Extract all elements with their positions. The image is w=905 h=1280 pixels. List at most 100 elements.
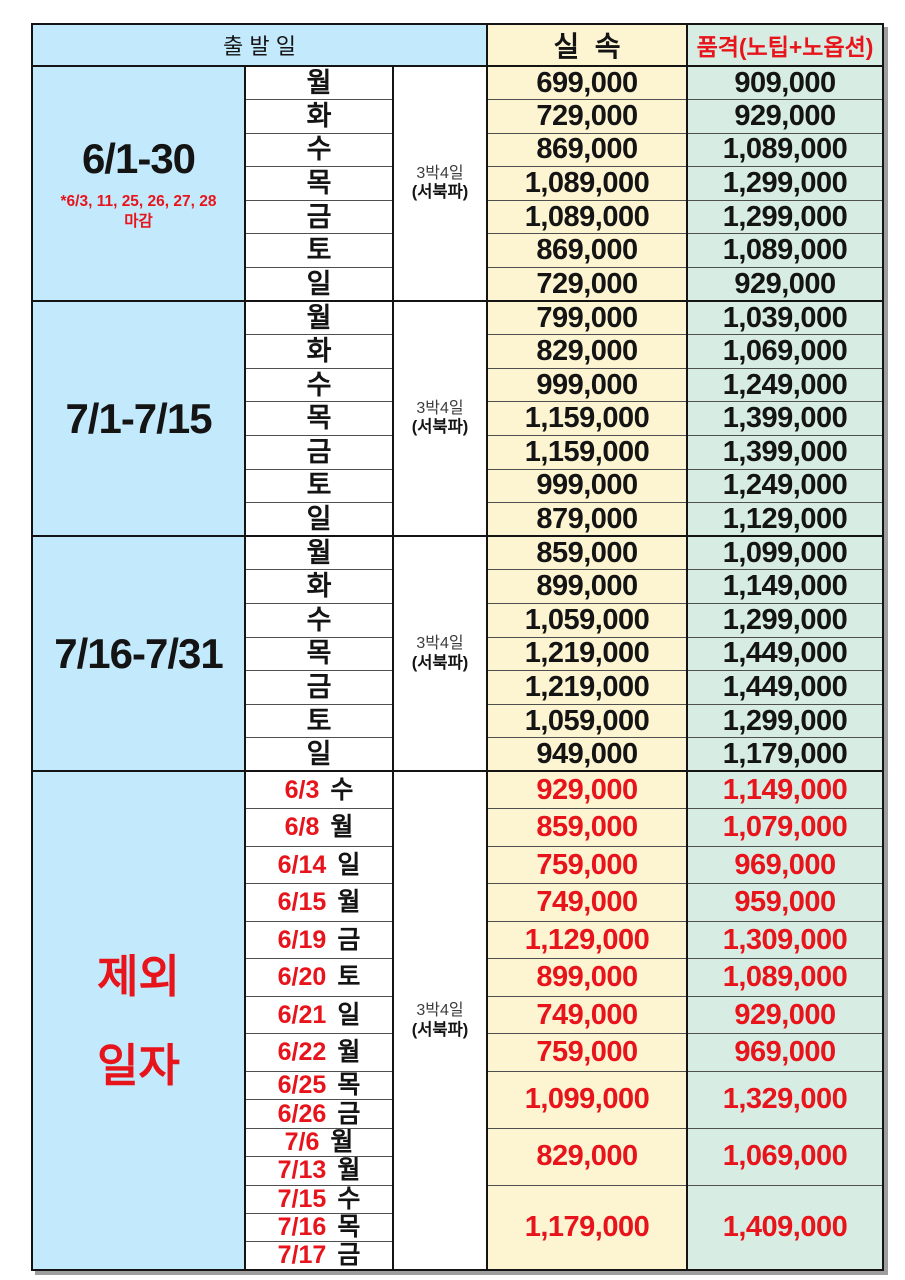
weekday-price-row: 화 829,000 1,069,000 [32,334,884,369]
weekday-price-row: 6/1-30 *6/3, 11, 25, 26, 27, 28 마감 월 3박4일 (서북… [31,64,884,302]
excluded-date: 6/25 [277,1071,327,1100]
premium-price-cell: 1,039,000 [686,300,884,336]
premium-price-cell: 1,409,000 [686,1184,884,1271]
weekday-cell: 화 [244,99,394,134]
excluded-date-row: 7/15 수 1,179,000 1,409,000 [32,1184,884,1271]
budget-price-cell: 829,000 [486,1127,688,1186]
duration-nights: 3박4일 [416,635,464,653]
budget-price-cell: 1,099,000 [486,1070,688,1129]
excluded-date: 6/20 [277,963,327,992]
weekday-price-row: 목 1,089,000 1,299,000 [32,166,884,201]
excluded-date: 7/16 [277,1213,327,1242]
premium-price-cell: 1,399,000 [686,435,884,470]
excluded-label-line2: 일자 [97,1039,180,1091]
excluded-date-row: 6/19 금 1,129,000 1,309,000 [32,920,884,960]
premium-price-cell: 929,000 [686,995,884,1035]
premium-price-cell: 1,249,000 [686,468,884,504]
period-cell-content: 6/1-30 *6/3, 11, 25, 26, 27, 28 마감 [34,135,243,231]
budget-price-cell: 759,000 [486,1033,688,1072]
premium-price-cell: 929,000 [686,267,884,302]
excluded-date-row: 7/17 금 [32,1241,883,1271]
excluded-date-row: 6/22 월 759,000 969,000 [32,1033,884,1072]
premium-price-cell: 1,449,000 [686,670,884,705]
header-premium-column: 품격(노팁+노옵션) [686,23,884,67]
weekday-cell: 금 [244,435,394,470]
budget-price-cell: 799,000 [486,300,688,336]
excluded-date-cell: 7/6 월 [244,1127,394,1158]
budget-price-cell: 879,000 [486,502,688,537]
excluded-date-row: 6/15 월 749,000 959,000 [32,883,884,922]
excluded-date-cell: 6/26 금 [244,1099,394,1129]
premium-price-cell: 1,149,000 [686,770,884,810]
price-table: 출 발 일 실 속 품격(노팁+노옵션) 6/1-30 *6/3, 11, 25,… [31,23,884,1272]
budget-price-cell: 1,219,000 [486,670,688,705]
excluded-date: 6/22 [277,1038,327,1067]
budget-price-cell: 899,000 [486,569,688,604]
premium-price-cell: 969,000 [686,1033,884,1072]
excluded-date-cell: 7/15 수 [244,1184,394,1214]
excluded-date-cell: 6/22 월 [244,1033,394,1072]
excluded-date-cell: 6/15 월 [244,883,394,922]
weekday-price-row: 일 949,000 1,179,000 [32,737,884,772]
premium-price-cell: 1,099,000 [686,535,884,571]
header-budget-column: 실 속 [486,23,688,67]
excluded-date-row: 6/20 토 899,000 1,089,000 [32,958,884,997]
budget-price-cell: 1,089,000 [486,199,688,235]
duration-route: (서북파) [411,1020,469,1039]
premium-price-cell: 1,069,000 [686,334,884,369]
premium-price-cell: 1,129,000 [686,502,884,537]
excluded-date: 6/14 [277,850,327,879]
weekday-cell: 일 [244,502,394,537]
budget-price-cell: 1,159,000 [486,401,688,437]
duration-route: (서북파) [411,653,469,672]
weekday-price-row: 금 1,159,000 1,399,000 [32,435,884,470]
excluded-weekday: 월 [337,1156,361,1185]
excluded-label-cell: 제외 일자 [31,770,246,1271]
weekday-cell: 토 [244,468,394,504]
excluded-date-cell: 7/13 월 [244,1156,394,1186]
excluded-date-row: 제외 일자 6/3 수 3박4일 (서북파) 929,000 1,149,000 [31,770,884,1271]
weekday-cell: 월 [244,65,394,101]
premium-price-cell: 1,179,000 [686,737,884,772]
weekday-cell: 화 [244,569,394,604]
weekday-cell: 수 [244,132,394,168]
weekday-price-row: 수 1,059,000 1,299,000 [32,603,884,638]
weekday-cell: 목 [244,401,394,437]
duration-route: (서북파) [411,183,469,202]
period-label: 6/1-30 [81,135,196,183]
excluded-date: 6/8 [284,813,320,842]
budget-price-cell: 869,000 [486,132,688,168]
budget-price-cell: 699,000 [486,65,688,101]
excluded-date-cell: 6/14 일 [244,845,394,885]
weekday-cell: 수 [244,603,394,638]
premium-price-cell: 1,299,000 [686,603,884,638]
premium-price-cell: 909,000 [686,65,884,101]
premium-price-cell: 1,089,000 [686,958,884,997]
excluded-date-row: 6/14 일 759,000 969,000 [32,845,884,885]
premium-price-cell: 1,399,000 [686,401,884,437]
excluded-date: 7/17 [277,1241,327,1270]
excluded-label-content: 제외 일자 [34,954,243,1091]
budget-price-cell: 1,219,000 [486,636,688,672]
budget-price-cell: 999,000 [486,367,688,403]
weekday-cell: 토 [244,233,394,269]
premium-price-cell: 1,449,000 [686,636,884,672]
budget-price-cell: 1,089,000 [486,166,688,201]
excluded-date: 6/21 [277,1000,327,1029]
excluded-date: 6/19 [277,925,327,954]
period-cell: 7/1-7/15 [31,300,246,537]
excluded-weekday: 목 [337,1213,361,1242]
excluded-weekday: 금 [337,1241,361,1270]
excluded-weekday: 월 [330,1128,354,1156]
closed-dates-line: *6/3, 11, 25, 26, 27, 28 [60,193,217,211]
duration-cell: 3박4일 (서북파) [392,300,488,537]
period-label: 7/16-7/31 [54,629,223,677]
budget-price-cell: 859,000 [486,535,688,571]
weekday-price-row: 화 899,000 1,149,000 [32,569,884,604]
budget-price-cell: 749,000 [486,883,688,922]
budget-price-cell: 1,159,000 [486,435,688,470]
premium-price-cell: 1,069,000 [686,1127,884,1186]
premium-price-cell: 969,000 [686,845,884,885]
excluded-date-cell: 6/3 수 [244,770,394,810]
premium-price-cell: 1,299,000 [686,199,884,235]
